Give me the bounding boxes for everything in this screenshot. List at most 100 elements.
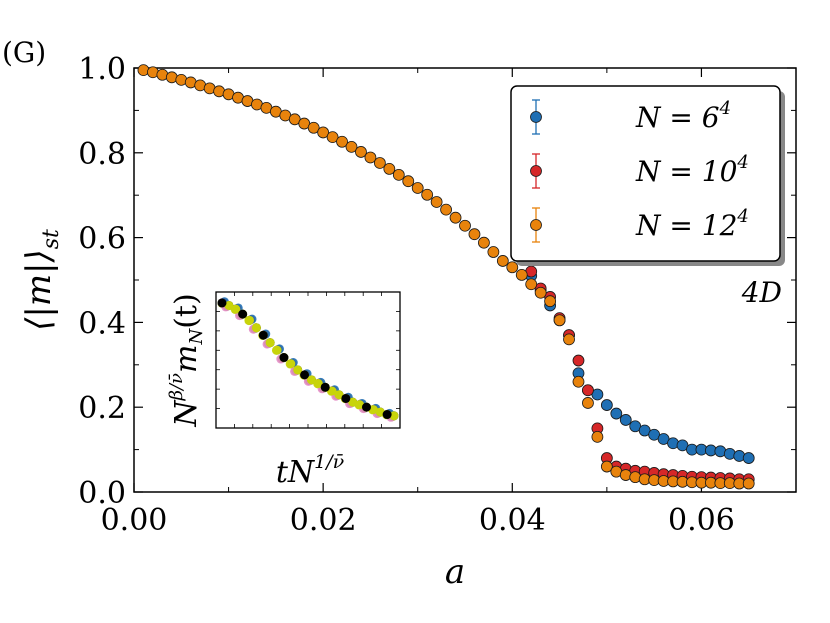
data-point — [553, 314, 566, 327]
series-0 — [525, 269, 755, 464]
data-point — [326, 131, 339, 144]
legend-label: N = 64 — [635, 98, 731, 134]
data-point — [496, 255, 509, 267]
legend-entry: N = 104 — [530, 152, 749, 189]
inset-point — [327, 386, 337, 396]
legend-entry: N = 64 — [530, 98, 731, 135]
data-point — [572, 354, 585, 367]
series-2 — [137, 64, 755, 490]
inset-point — [300, 370, 310, 380]
data-point — [506, 261, 519, 274]
annotation-4d: 4D — [741, 276, 782, 309]
data-point — [619, 414, 632, 426]
data-point — [449, 211, 462, 224]
inset-point — [251, 323, 261, 333]
y-axis-label-group: ⟨|m|⟩st — [19, 229, 64, 331]
inset-point — [224, 300, 234, 310]
x-tick-label: 0.00 — [101, 503, 168, 538]
data-point — [440, 203, 452, 216]
data-point — [600, 399, 613, 411]
legend-label: N = 124 — [635, 206, 749, 242]
data-point — [345, 140, 358, 153]
axis-tick-labels: 0.00 0.02 0.04 0.06 0.0 0.2 0.4 0.6 0.8 1.0 — [78, 52, 735, 538]
inset-point — [293, 365, 303, 375]
data-point — [421, 188, 434, 201]
data-point — [307, 121, 320, 134]
data-point — [487, 246, 500, 258]
x-tick-label: 0.06 — [668, 503, 735, 538]
panel-label: (G) — [2, 36, 46, 69]
data-point — [411, 182, 424, 194]
inset-point — [341, 393, 351, 403]
data-point — [392, 168, 405, 181]
legend-marker — [530, 111, 542, 123]
inset-point — [258, 330, 268, 340]
y-axis-label-main: ⟨|m|⟩ — [19, 249, 59, 331]
y-axis-label: ⟨|m|⟩st — [19, 229, 64, 331]
data-points — [137, 64, 755, 490]
legend-entry: N = 124 — [530, 206, 749, 243]
inset-x-label: tN1/ν̄ — [276, 451, 345, 490]
data-point — [336, 135, 348, 148]
inset-point — [238, 309, 248, 319]
y-tick-label: 1.0 — [78, 52, 126, 87]
data-point — [582, 397, 594, 409]
data-point — [317, 126, 330, 139]
data-point — [355, 146, 367, 158]
y-tick-label: 0.8 — [78, 137, 126, 172]
inset-point — [382, 410, 392, 420]
data-point — [402, 175, 415, 188]
inset-point — [217, 298, 227, 308]
y-tick-label: 0.0 — [78, 476, 126, 511]
inset-point — [231, 304, 241, 314]
data-point — [364, 151, 377, 164]
legend-label: N = 104 — [635, 152, 749, 188]
data-point — [600, 460, 613, 473]
y-axis-label-sub: st — [39, 229, 64, 249]
inset-point — [306, 375, 316, 385]
data-point — [468, 228, 481, 241]
data-point — [563, 333, 575, 346]
inset-point — [389, 411, 399, 421]
data-point — [430, 196, 443, 208]
inset: tN1/ν̄ Nβ/ν̄mN(t) — [166, 291, 401, 490]
inset-point — [313, 379, 323, 389]
inset-y-label: Nβ/ν̄mN(t) — [166, 293, 207, 427]
y-tick-label: 0.4 — [78, 306, 126, 341]
legend: N = 64 N = 104 N = 124 — [510, 85, 785, 266]
data-point — [515, 269, 528, 281]
y-tick-label: 0.6 — [78, 222, 126, 257]
data-point — [591, 430, 604, 443]
inset-y-label-group: Nβ/ν̄mN(t) — [166, 293, 207, 427]
inset-point — [245, 315, 255, 325]
data-point — [459, 219, 471, 232]
inset-point — [279, 353, 289, 363]
inset-point — [361, 402, 371, 412]
data-point — [478, 236, 490, 249]
legend-marker — [530, 165, 542, 177]
inset-point — [286, 359, 296, 369]
legend-box — [510, 85, 781, 262]
data-point — [572, 375, 585, 388]
data-point — [373, 157, 386, 169]
inset-point — [375, 407, 385, 417]
inset-point — [368, 405, 378, 415]
inset-point — [334, 390, 344, 400]
data-point — [525, 278, 538, 291]
data-point — [610, 407, 623, 420]
inset-point — [272, 345, 282, 355]
data-point — [544, 295, 557, 308]
x-axis-label: a — [445, 552, 465, 592]
data-point — [383, 163, 396, 175]
data-point — [742, 477, 755, 490]
inset-point — [265, 338, 275, 348]
inset-point — [355, 400, 365, 410]
x-tick-label: 0.04 — [479, 503, 546, 538]
data-point — [534, 286, 547, 299]
inset-point — [348, 397, 358, 407]
inset-point — [320, 382, 330, 392]
legend-marker — [530, 219, 542, 231]
x-tick-label: 0.02 — [290, 503, 357, 538]
axis-ticks — [133, 67, 796, 493]
